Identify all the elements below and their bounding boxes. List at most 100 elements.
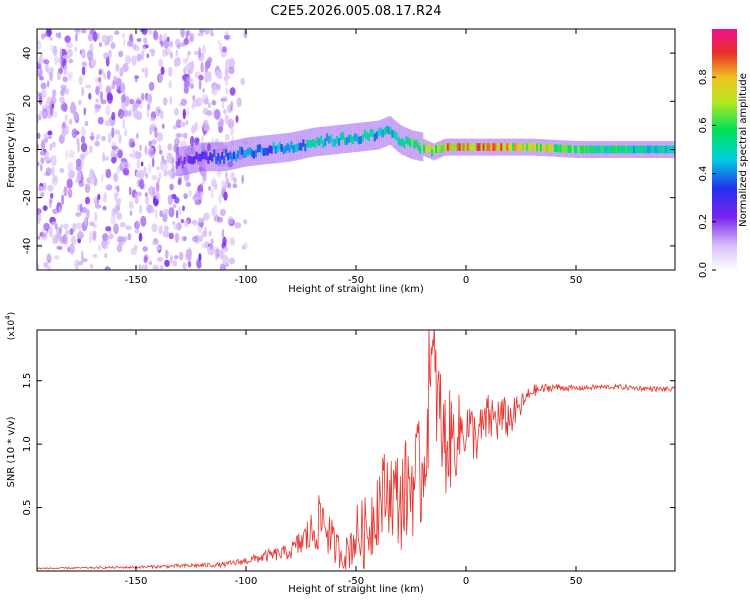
- noise-blob: [162, 212, 168, 223]
- noise-blob: [159, 149, 163, 155]
- ridge-core: [609, 145, 612, 154]
- ridge-core: [377, 128, 380, 137]
- noise-blob: [223, 246, 229, 252]
- ridge-core: [318, 138, 321, 146]
- noise-blob: [135, 77, 138, 83]
- noise-blob: [37, 40, 42, 50]
- ridge-core: [532, 143, 535, 151]
- ridge-core: [397, 136, 400, 145]
- noise-blob: [167, 194, 173, 205]
- noise-blob: [81, 48, 86, 59]
- noise-blob: [63, 65, 67, 76]
- ridge-core: [367, 133, 370, 141]
- noise-blob: [185, 107, 189, 117]
- ridge-core: [573, 145, 576, 154]
- noise-blob: [140, 215, 147, 227]
- noise-blob: [130, 141, 136, 148]
- noise-blob: [81, 254, 84, 263]
- y-tick-label: 20: [22, 95, 33, 108]
- ridge-core: [225, 149, 228, 157]
- ridge-core: [530, 143, 533, 151]
- noise-blob: [116, 243, 123, 253]
- noise-blob: [221, 228, 225, 239]
- noise-blob: [102, 151, 105, 162]
- noise-blob: [138, 232, 143, 242]
- noise-blob: [223, 109, 227, 115]
- noise-blob: [154, 209, 158, 220]
- noise-blob: [94, 140, 100, 147]
- noise-blob: [232, 183, 238, 189]
- colorbar-ticks: 0.0 0.2 0.4 0.6 0.8: [698, 69, 716, 278]
- noise-blob: [162, 229, 170, 238]
- ridge-core: [266, 147, 269, 156]
- noise-blob: [110, 42, 116, 50]
- noise-blob: [140, 93, 145, 101]
- noise-blob: [55, 32, 59, 38]
- noise-blob: [61, 194, 65, 206]
- ridge-core: [454, 143, 457, 151]
- ridge-core: [563, 145, 566, 153]
- noise-blob: [79, 203, 83, 214]
- colorbar-label: Normalized spectral amplitude: [738, 73, 749, 227]
- noise-blob: [160, 34, 166, 41]
- ridge-core: [239, 146, 242, 154]
- noise-blob: [77, 261, 84, 266]
- noise-blob: [68, 150, 75, 159]
- ridge-core: [191, 156, 194, 165]
- noise-blob: [171, 164, 175, 173]
- ridge-core: [407, 137, 410, 145]
- noise-blob: [141, 49, 145, 61]
- noise-blob: [149, 117, 156, 122]
- noise-blob: [41, 232, 48, 241]
- noise-blob: [224, 75, 229, 87]
- noise-blob: [139, 29, 146, 33]
- noise-blob: [134, 196, 139, 205]
- ridge-core: [458, 143, 461, 151]
- y-tick-label: 0.5: [22, 500, 33, 516]
- noise-blob: [105, 226, 112, 232]
- noise-blob: [39, 150, 47, 156]
- ridge-core: [557, 144, 560, 153]
- ridge-core: [512, 143, 515, 151]
- ridge-core: [615, 145, 618, 154]
- y-tick-label: 1.0: [22, 436, 33, 452]
- noise-blob: [203, 130, 206, 136]
- spectrogram-y-ticks: -40 -20 0 20 40: [22, 47, 675, 254]
- ridge-core: [492, 143, 495, 151]
- noise-blob: [225, 171, 228, 179]
- noise-blob: [62, 55, 69, 60]
- noise-blob: [110, 214, 116, 225]
- noise-blob: [169, 96, 173, 105]
- noise-blob: [241, 174, 244, 184]
- noise-blob: [52, 237, 58, 245]
- noise-blob: [157, 109, 161, 114]
- ridge-core: [438, 146, 442, 154]
- noise-blob: [121, 94, 126, 103]
- spectrogram-image: [37, 29, 675, 270]
- ridge-core: [555, 144, 558, 153]
- ridge-core: [183, 156, 186, 165]
- noise-blob: [44, 32, 49, 38]
- noise-blob: [39, 110, 42, 122]
- noise-blob: [104, 119, 111, 127]
- ridge-core: [302, 139, 305, 147]
- noise-blob: [198, 252, 202, 262]
- ridge-core: [217, 153, 220, 161]
- noise-blob: [40, 82, 47, 90]
- ridge-core: [399, 138, 402, 147]
- noise-blob: [85, 150, 89, 157]
- noise-blob: [89, 135, 95, 140]
- ridge-core: [272, 141, 275, 150]
- ridge-core: [456, 143, 459, 151]
- noise-blob: [227, 118, 235, 129]
- ridge-core: [520, 143, 523, 151]
- noise-blob: [228, 257, 235, 265]
- noise-blob: [152, 264, 159, 270]
- ridge-core: [433, 145, 436, 154]
- noise-blob: [167, 66, 173, 78]
- noise-blob: [84, 183, 91, 194]
- ridge-core: [435, 145, 438, 153]
- noise-blob: [236, 97, 242, 108]
- noise-blob: [151, 208, 155, 214]
- noise-blob: [89, 29, 96, 35]
